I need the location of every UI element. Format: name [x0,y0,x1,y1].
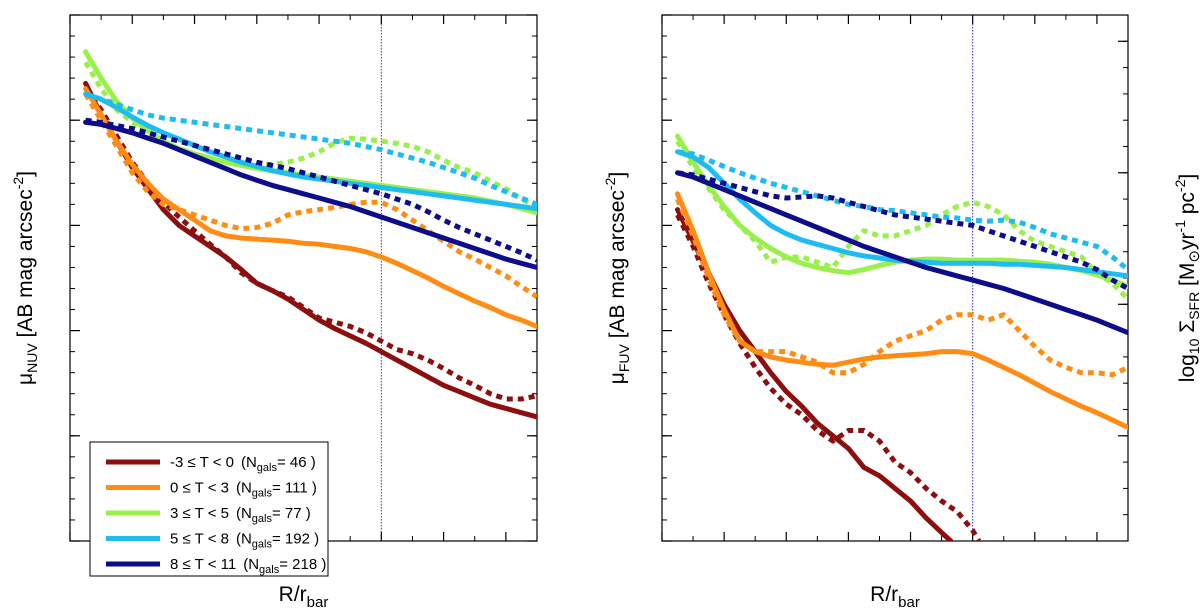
legend-n-sub: gals [252,513,273,525]
y2-label-sub: SFR [1186,292,1200,320]
left-panel: R/rbar μNUV [AB mag arcsec-2] [10,14,538,611]
legend-n-label: (N [241,454,257,471]
legend-entry-text: 3 ≤ T < 5 (Ngals= 77 ) [170,505,311,525]
legend-entry-text: -3 ≤ T < 0 (Ngals= 46 ) [170,454,316,474]
series-line-dotted-9 [85,117,537,263]
legend-label: 5 ≤ T < 8 [170,531,229,548]
y-label-suffix: ] [606,172,629,178]
legend-entry-text: 0 ≤ T < 3 (Ngals= 111 ) [170,480,317,500]
y2-label-yr: yr [1176,233,1199,251]
plot-frame [661,14,1129,542]
series-line-dotted-7 [84,91,537,207]
y2-label-sun: ⊙ [1186,250,1200,263]
y-axis-label: μNUV [AB mag arcsec-2] [10,171,40,385]
y2-label-sigma: Σ [1176,320,1199,339]
legend-n-sub: gals [252,488,273,500]
legend-n-value: = 77 ) [272,505,311,522]
legend-n-value: = 46 ) [277,454,316,471]
y2-axis-label: log10 ΣSFR [M⊙yr-1 pc-2] [1172,174,1200,382]
legend-entry-text: 8 ≤ T < 11 (Ngals= 218 ) [170,556,326,576]
legend-n-sub: gals [259,564,280,576]
legend-n-label: (N [236,531,252,548]
legend-n-value: = 111 ) [272,480,317,497]
legend-n-label: (N [236,480,252,497]
y-label-sub: NUV [24,343,40,373]
legend: -3 ≤ T < 0 (Ngals= 46 )0 ≤ T < 3 (Ngals= 1… [89,441,329,577]
x-label-sub: bar [307,594,329,611]
y2-label-sub: 10 [1186,338,1200,354]
series-line-solid-8 [675,170,1128,336]
series-line-dotted-9 [677,170,1128,291]
legend-n-sub: gals [252,539,273,551]
y-label-sup: -2 [602,177,618,190]
legend-entry-text: 5 ≤ T < 8 (Ngals= 192 ) [170,531,319,551]
y-label-suffix: ] [14,171,37,177]
x-axis-label: R/rbar [870,583,920,611]
y2-label-sup: -2 [1172,179,1188,192]
x-axis-label: R/rbar [279,583,329,611]
y-label-sup: -2 [10,177,26,190]
series-line-dotted-5 [675,139,1128,301]
series-line-dotted-3 [83,92,537,299]
legend-n-value: = 192 ) [272,531,319,548]
series-line-solid-2 [83,86,537,329]
y2-label-main: log [1176,354,1199,382]
legend-n-sub: gals [257,462,278,474]
y-axis-label: μFUV [AB mag arcsec-2] [602,172,632,384]
y2-label-sup: -1 [1172,220,1188,233]
series-line-solid-8 [83,119,537,270]
x-label-sub: bar [898,594,920,611]
y2-label-bracket: [M [1176,263,1199,292]
legend-n-label: (N [236,505,252,522]
legend-label: 0 ≤ T < 3 [170,480,229,497]
y-label-main: [AB mag arcsec [606,190,629,344]
y-label-mu: μ [14,373,37,385]
series-line-dotted-3 [675,198,1128,378]
y-label-sub: FUV [616,343,632,372]
legend-n-value: = 218 ) [279,556,326,573]
y2-label-pc: pc [1176,192,1199,220]
y2-label-end: ] [1176,174,1199,180]
series-line-dotted-7 [677,149,1128,272]
series-line-solid-6 [83,91,537,212]
y-label-main: [AB mag arcsec [14,189,37,343]
legend-n-label: (N [243,556,259,573]
x-label-main: R/r [870,583,898,606]
y-label-mu: μ [606,372,629,384]
legend-label: 3 ≤ T < 5 [170,505,229,522]
legend-label: 8 ≤ T < 11 [170,556,236,573]
series-line-solid-0 [83,80,537,420]
legend-label: -3 ≤ T < 0 [170,454,234,471]
x-label-main: R/r [279,583,307,606]
